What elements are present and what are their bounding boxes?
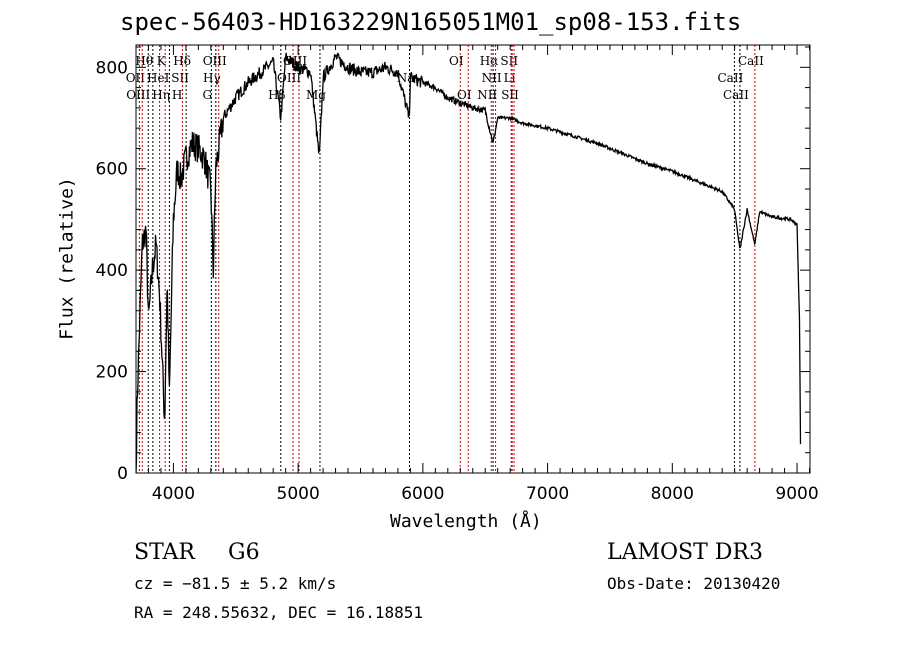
y-tick-label: 200 [96,363,128,383]
object-class: STAR [134,540,195,565]
object-subclass: G6 [228,540,260,565]
x-tick-label: 5000 [277,484,320,504]
spectral-line-label: Hη [152,88,170,102]
spectral-line-label: OIII [203,54,227,68]
spectrum-line [136,52,802,473]
spectral-line-label: SII [171,71,189,85]
spectral-line-label: Li [504,71,516,85]
spectral-line-label: CaII [718,71,744,85]
spectral-line-label: HeI [147,71,170,85]
spectral-line-label: OII [126,71,146,85]
spectral-line-label: SII [501,88,519,102]
x-tick-label: 4000 [152,484,195,504]
x-tick-label: 8000 [651,484,694,504]
x-axis-label: Wavelength (Å) [390,511,542,532]
observation-date: Obs-Date: 20130420 [607,574,781,593]
spectral-line-label: K [157,54,167,68]
spectral-line-label: H [172,88,182,102]
x-tick-label: 6000 [401,484,444,504]
y-tick-label: 400 [96,261,128,281]
spectral-line-label: CaII [738,54,764,68]
spectral-line-label: SII [500,54,518,68]
spectral-line-label: OIII [126,88,150,102]
survey-name: LAMOST DR3 [607,540,763,565]
spectral-line-label: Mg [306,88,326,102]
chart-title: spec-56403-HD163229N165051M01_sp08-153.f… [120,8,742,36]
ra-dec: RA = 248.55632, DEC = 16.18851 [134,603,423,622]
spectral-line-label: Hβ [268,88,285,102]
spectral-line-label: NII [477,88,497,102]
spectral-line-label: OIII [283,54,307,68]
y-tick-label: 0 [117,464,128,484]
y-tick-label: 800 [96,58,128,78]
x-tick-label: 9000 [775,484,818,504]
spectral-line-label: OI [457,88,472,102]
y-tick-label: 600 [96,160,128,180]
spectral-line-label: Hθ [135,54,153,68]
spectral-line-label: Hα [480,54,499,68]
spectral-line-label: G [203,88,213,102]
spectral-line-label: CaII [723,88,749,102]
spectral-line-label: NII [482,71,502,85]
spectral-line-label: OI [449,54,464,68]
y-axis-label: Flux (relative) [56,177,78,340]
redshift-velocity: cz = −81.5 ± 5.2 km/s [134,574,337,593]
x-tick-label: 7000 [526,484,569,504]
